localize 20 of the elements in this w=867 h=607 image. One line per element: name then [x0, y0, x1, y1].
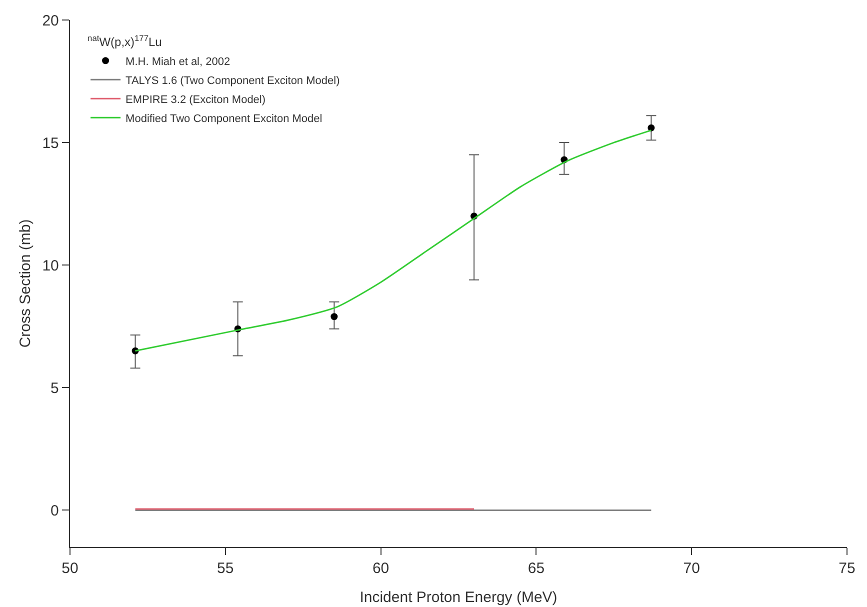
- y-tick-label: 0: [50, 502, 59, 520]
- point: [648, 124, 655, 132]
- point: [330, 313, 338, 320]
- legend-label: M.H. Miah et al, 2002: [126, 56, 230, 68]
- y-tick-label: 5: [50, 380, 59, 397]
- y-tick-label: 10: [42, 257, 59, 274]
- x-axis-title: Incident Proton Energy (MeV): [360, 589, 558, 606]
- legend-label: TALYS 1.6 (Two Component Exciton Model): [126, 74, 340, 87]
- x-tick-label: 75: [838, 560, 856, 578]
- x-tick-label: 65: [528, 560, 545, 578]
- y-tick-label: 15: [42, 134, 59, 152]
- legend-title: $^{nat}$W(p,x)$^{177}$Lu: [88, 33, 162, 50]
- x-tick-label: 60: [372, 560, 390, 578]
- x-tick-label: 50: [62, 560, 78, 578]
- y-axis-title: Cross Section (mb): [16, 219, 34, 348]
- x-tick-label: 70: [683, 560, 700, 578]
- legend-label: Modified Two Component Exciton Model: [126, 112, 322, 125]
- x-tick-label: 55: [217, 560, 234, 578]
- legend-label: EMPIRE 3.2 (Exciton Model): [126, 94, 266, 106]
- y-tick-label: 20: [42, 12, 59, 30]
